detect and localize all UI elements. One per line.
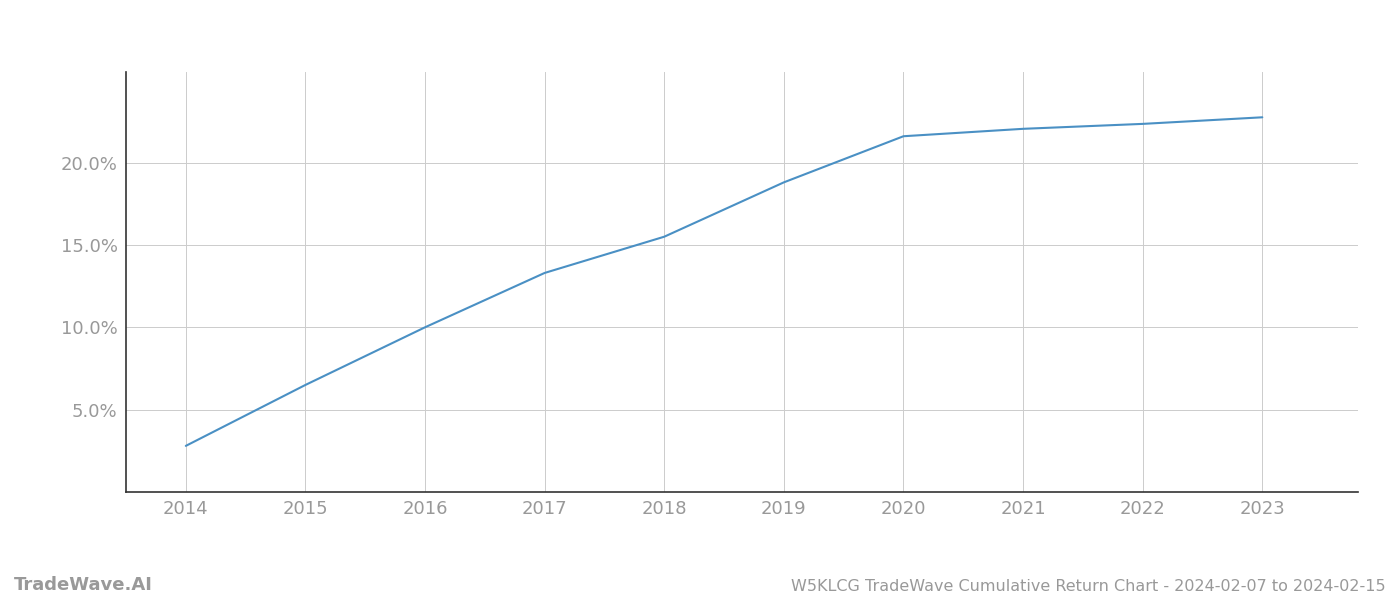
Text: W5KLCG TradeWave Cumulative Return Chart - 2024-02-07 to 2024-02-15: W5KLCG TradeWave Cumulative Return Chart… xyxy=(791,579,1386,594)
Text: TradeWave.AI: TradeWave.AI xyxy=(14,576,153,594)
